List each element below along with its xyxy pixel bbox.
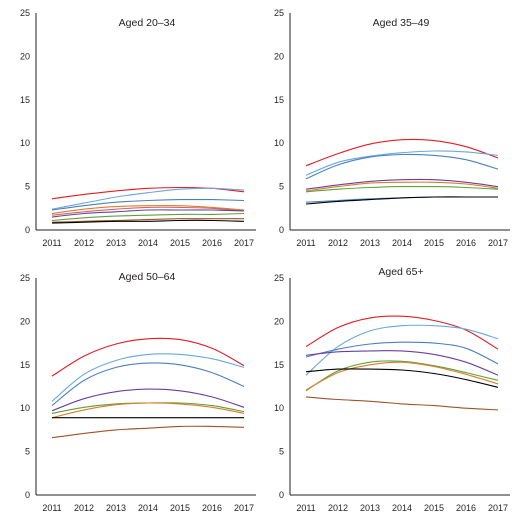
panel-aged-50-64: Aged 50–64 0 5 10 15 20 25 2011 2012 2013 2014 201… [20,271,256,513]
x-tick-label: 2016 [202,238,222,248]
series-line [51,402,245,419]
panel-title: Aged 20–34 [119,17,176,29]
series-line [51,206,245,216]
series-line [305,315,499,350]
series-line [305,341,499,365]
panel-aged-35-49: Aged 35–49 0 5 10 15 20 25 2011 2012 2013 2014 201… [274,8,510,248]
x-tick-label: 2012 [74,503,94,513]
series-line [51,187,245,210]
y-tick-label: 10 [274,403,284,413]
x-tick-label: 2014 [138,238,158,248]
y-tick-label: 10 [20,403,30,413]
series-line [305,350,499,376]
x-tick-label: 2013 [106,503,126,513]
series-line [51,204,245,215]
series-line [51,353,245,402]
series-line [305,178,499,190]
x-tick-label: 2011 [296,503,315,513]
y-tick-label: 25 [274,273,284,283]
series-line [305,360,499,392]
x-tick-label: 2011 [42,503,61,513]
x-tick-label: 2012 [328,503,348,513]
x-tick-label: 2011 [296,238,315,248]
x-tick-label: 2016 [456,238,476,248]
x-tick-label: 2015 [424,503,444,513]
y-tick-label: 10 [274,138,284,148]
x-tick-label: 2017 [234,238,254,248]
series-line [305,150,499,176]
series-line [51,209,245,218]
series-line [305,181,499,192]
series-line [305,196,498,205]
panel-title: Aged 65+ [378,266,423,278]
y-tick-label: 25 [20,8,30,18]
x-tick-label: 2012 [74,238,94,248]
y-tick-label: 25 [274,8,284,18]
x-tick-label: 2012 [328,238,348,248]
y-tick-label: 20 [274,51,284,61]
x-tick-label: 2016 [202,503,222,513]
y-tick-label: 15 [20,95,30,105]
panel-title: Aged 50–64 [119,271,176,283]
panel-aged-65-plus: Aged 65+ 0 5 10 15 20 25 2011 2012 2013 2014 2015 2… [274,266,510,513]
series-line [51,198,245,211]
x-tick-label: 2014 [392,503,412,513]
y-tick-label: 10 [20,138,30,148]
series-line [51,337,245,377]
x-tick-label: 2014 [138,503,158,513]
series-line [305,361,499,391]
series-line [305,153,499,180]
x-tick-label: 2015 [170,238,190,248]
x-tick-label: 2013 [360,503,380,513]
series-line [51,212,245,222]
series-line [51,425,245,439]
series-line [51,219,245,224]
y-tick-label: 20 [20,316,30,326]
y-tick-label: 5 [279,447,284,457]
series-line [51,388,245,412]
x-tick-label: 2011 [42,238,61,248]
y-tick-label: 0 [279,225,284,235]
y-tick-label: 20 [20,51,30,61]
series-line [305,396,499,411]
series-line [305,185,499,193]
x-tick-label: 2017 [234,503,254,513]
series-line [305,368,499,388]
panel-title: Aged 35–49 [373,17,430,29]
y-tick-label: 15 [20,360,30,370]
panel-aged-20-34: Aged 20–34 0 5 10 15 20 25 2011 2012 2013 2014 201… [20,8,256,248]
y-tick-label: 20 [274,316,284,326]
y-tick-label: 15 [274,95,284,105]
x-tick-label: 2017 [488,503,508,513]
y-tick-label: 15 [274,360,284,370]
x-tick-label: 2013 [360,238,380,248]
y-tick-label: 0 [25,225,30,235]
series-line [305,324,499,376]
series-line [305,138,499,167]
y-tick-label: 5 [25,182,30,192]
x-tick-label: 2017 [488,238,508,248]
y-tick-label: 5 [25,447,30,457]
series-line [51,362,245,407]
x-tick-label: 2015 [170,503,190,513]
series-line [51,218,244,223]
y-tick-label: 0 [279,490,284,500]
y-tick-label: 0 [25,490,30,500]
x-tick-label: 2015 [424,238,444,248]
y-tick-label: 25 [20,273,30,283]
x-tick-label: 2014 [392,238,412,248]
x-tick-label: 2013 [106,238,126,248]
x-tick-label: 2016 [456,503,476,513]
y-tick-label: 5 [279,182,284,192]
